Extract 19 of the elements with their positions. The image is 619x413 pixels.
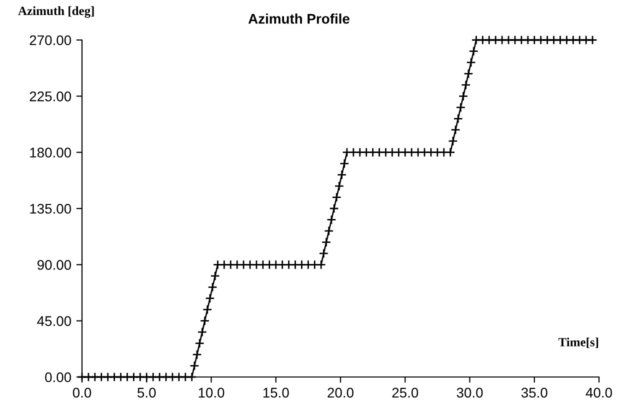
x-tick-label: 15.0: [263, 388, 289, 398]
x-tick-label: 40.0: [586, 388, 612, 398]
x-tick-label: 10.0: [198, 388, 224, 398]
y-tick-label: 180.00: [30, 148, 72, 158]
x-axis-title: Time[s]: [558, 338, 598, 348]
x-tick-label: 5.0: [138, 388, 156, 398]
y-tick-label: 135.00: [30, 204, 72, 214]
x-tick-label: 25.0: [392, 388, 418, 398]
x-tick-label: 20.0: [328, 388, 354, 398]
y-tick-label: 0.00: [45, 372, 72, 382]
chart-title: Azimuth Profile: [248, 14, 350, 24]
x-tick-label: 35.0: [521, 388, 548, 398]
y-tick-label: 45.00: [37, 316, 72, 326]
y-axis-title: Azimuth [deg]: [18, 6, 94, 18]
y-tick-label: 270.00: [30, 35, 72, 46]
x-tick-label: 0.0: [72, 388, 92, 398]
y-tick-label: 90.00: [37, 260, 72, 270]
y-tick-label: 225.00: [30, 92, 72, 102]
x-tick-label: 30.0: [456, 388, 483, 398]
